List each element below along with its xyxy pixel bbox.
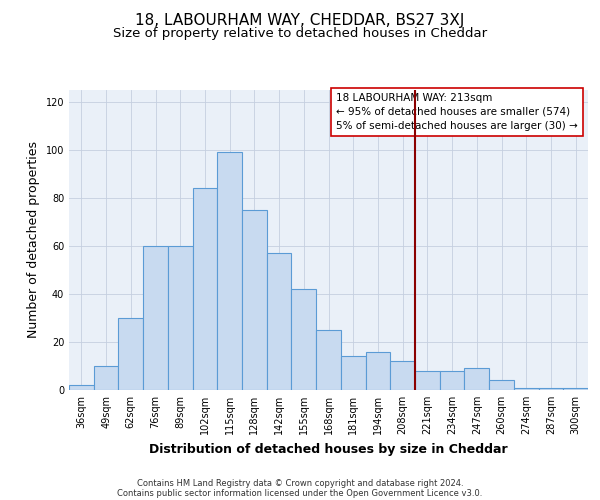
Bar — [539, 388, 563, 390]
Text: Size of property relative to detached houses in Cheddar: Size of property relative to detached ho… — [113, 28, 487, 40]
Y-axis label: Number of detached properties: Number of detached properties — [27, 142, 40, 338]
Bar — [365, 352, 390, 390]
Text: Contains HM Land Registry data © Crown copyright and database right 2024.: Contains HM Land Registry data © Crown c… — [137, 478, 463, 488]
Bar — [292, 289, 316, 390]
Bar — [563, 388, 588, 390]
Bar — [440, 371, 464, 390]
Bar — [464, 368, 489, 390]
Text: 18, LABOURHAM WAY, CHEDDAR, BS27 3XJ: 18, LABOURHAM WAY, CHEDDAR, BS27 3XJ — [136, 12, 464, 28]
Bar — [390, 361, 415, 390]
Bar — [217, 152, 242, 390]
Text: 18 LABOURHAM WAY: 213sqm
← 95% of detached houses are smaller (574)
5% of semi-d: 18 LABOURHAM WAY: 213sqm ← 95% of detach… — [336, 93, 578, 131]
Bar — [514, 388, 539, 390]
Bar — [316, 330, 341, 390]
Bar — [168, 246, 193, 390]
Bar — [267, 253, 292, 390]
Text: Contains public sector information licensed under the Open Government Licence v3: Contains public sector information licen… — [118, 488, 482, 498]
Bar — [69, 385, 94, 390]
Bar — [94, 366, 118, 390]
Bar — [341, 356, 365, 390]
Bar — [242, 210, 267, 390]
Bar — [193, 188, 217, 390]
Bar — [143, 246, 168, 390]
Bar — [489, 380, 514, 390]
X-axis label: Distribution of detached houses by size in Cheddar: Distribution of detached houses by size … — [149, 442, 508, 456]
Bar — [118, 318, 143, 390]
Bar — [415, 371, 440, 390]
